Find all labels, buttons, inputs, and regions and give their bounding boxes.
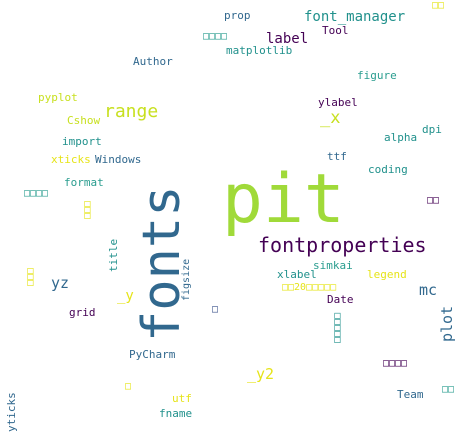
word-10: Author (133, 55, 173, 68)
word-33: plot (438, 305, 456, 342)
word-15: import (62, 135, 102, 148)
word-37: utf (172, 392, 192, 405)
word-22: format (64, 176, 104, 189)
word-26: xlabel (277, 268, 317, 281)
word-49: □□□□ (383, 358, 408, 369)
word-14: Cshow (67, 114, 101, 127)
word-21: coding (368, 163, 408, 176)
word-19: Windows (95, 153, 142, 166)
word-8: Tool (322, 24, 349, 37)
word-51: □□ (442, 384, 455, 395)
word-25: simkai (313, 259, 353, 272)
word-50: □ (125, 381, 132, 392)
word-46: □□□ (25, 267, 36, 286)
word-47: □□□□□ (332, 312, 343, 343)
word-20: ttf (327, 150, 347, 163)
word-7: prop (224, 9, 251, 22)
word-31: grid (69, 306, 96, 319)
word-0: pit (222, 160, 345, 239)
word-36: Team (397, 388, 424, 401)
word-41: □□ (432, 0, 445, 11)
word-24: figsize (181, 258, 192, 301)
word-4: font_manager (304, 9, 406, 25)
word-48: □ (212, 304, 219, 315)
word-43: □□□□ (24, 188, 49, 199)
word-9: matplotlib (226, 44, 293, 57)
word-13: ylabel (318, 96, 358, 109)
word-38: fname (159, 407, 193, 420)
word-16: alpha (384, 131, 418, 144)
word-32: Date (327, 293, 354, 306)
word-23: title (107, 238, 120, 272)
word-27: legend (367, 268, 407, 281)
word-5: _x (320, 108, 341, 128)
word-29: mc (419, 281, 438, 299)
word-35: _y2 (247, 365, 275, 383)
word-11: figure (357, 69, 397, 82)
word-45: □□ (427, 195, 440, 206)
word-30: _y (117, 288, 134, 304)
word-18: xticks (51, 153, 91, 166)
word-28: yz (51, 274, 70, 292)
word-42: □□□□ (203, 31, 228, 42)
word-2: fontproperties (258, 233, 427, 257)
word-12: pyplot (38, 91, 78, 104)
word-3: range (104, 101, 159, 122)
word-44: □□□ (82, 200, 93, 219)
word-17: dpi (422, 123, 442, 136)
word-6: label (266, 31, 309, 47)
word-39: yticks (5, 392, 18, 432)
word-34: PyCharm (129, 348, 176, 361)
word-40: □□20□□□□□ (282, 282, 337, 293)
